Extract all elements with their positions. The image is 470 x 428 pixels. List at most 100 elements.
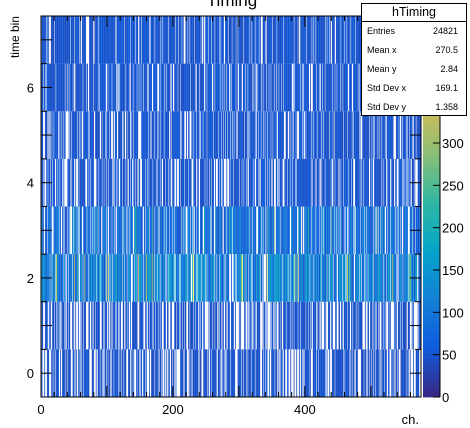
- heatmap-cell-run: [343, 254, 344, 302]
- heatmap-cell-run: [372, 111, 373, 159]
- heatmap-cell-run: [372, 254, 373, 302]
- heatmap-cell-run: [324, 16, 326, 64]
- heatmap-cell-run: [81, 63, 83, 112]
- heatmap-cell-run: [166, 111, 168, 159]
- heatmap-cell-run: [104, 111, 106, 159]
- heatmap-cell-run: [155, 63, 157, 112]
- heatmap-cell-run: [56, 16, 58, 64]
- heatmap-cell-run: [264, 349, 266, 398]
- heatmap-cell-run: [171, 254, 173, 302]
- heatmap-cell-run: [225, 349, 227, 398]
- heatmap-cell-run: [190, 158, 191, 207]
- heatmap-cell-run: [238, 111, 240, 159]
- heatmap-cell-run: [262, 301, 264, 350]
- heatmap-cell-run: [309, 158, 311, 207]
- heatmap-cell-run: [248, 16, 250, 64]
- heatmap-cell-run: [111, 254, 113, 302]
- heatmap-cell-run: [379, 206, 381, 255]
- heatmap-cell-run: [56, 206, 57, 255]
- heatmap-cell-run: [298, 301, 300, 350]
- heatmap-cell-run: [139, 158, 141, 207]
- heatmap-cell-run: [106, 254, 108, 302]
- heatmap-cell-run: [310, 63, 311, 112]
- heatmap-cell-run: [182, 206, 184, 255]
- heatmap-cell-run: [110, 16, 112, 64]
- heatmap-cell-run: [276, 63, 278, 112]
- heatmap-cell-run: [101, 349, 102, 398]
- heatmap-cell-run: [280, 63, 282, 112]
- heatmap-cell-run: [254, 254, 255, 302]
- heatmap-cell-run: [91, 254, 92, 302]
- heatmap-cell-run: [191, 206, 193, 255]
- heatmap-cell-run: [391, 254, 393, 302]
- heatmap-cell-run: [263, 206, 265, 255]
- heatmap-cell-run: [340, 254, 342, 302]
- heatmap-cell-run: [401, 254, 403, 302]
- heatmap-cell-run: [148, 63, 150, 112]
- heatmap-cell-run: [167, 206, 169, 255]
- heatmap-cell-run: [391, 349, 393, 398]
- heatmap-cell-run: [203, 349, 205, 398]
- heatmap-cell-run: [137, 254, 139, 302]
- heatmap-cell-run: [293, 349, 295, 398]
- heatmap-cell-run: [345, 111, 346, 159]
- heatmap-cell-run: [170, 301, 172, 350]
- heatmap-cell-run: [224, 111, 226, 159]
- color-scale-step: [423, 149, 440, 157]
- heatmap-cell-run: [394, 349, 396, 398]
- heatmap-cell-run: [256, 16, 258, 64]
- heatmap-cell-run: [97, 63, 98, 112]
- heatmap-cell-run: [370, 111, 372, 159]
- heatmap-cell-run: [275, 206, 277, 255]
- heatmap-cell-run: [140, 301, 142, 350]
- heatmap-cell-run: [59, 111, 61, 159]
- heatmap-cell-run: [350, 111, 352, 159]
- heatmap-cell-run: [62, 254, 64, 302]
- heatmap-cell-run: [378, 206, 380, 255]
- heatmap-cell-run: [111, 158, 113, 207]
- heatmap-cell-run: [312, 158, 314, 207]
- heatmap-cell-run: [116, 16, 118, 64]
- heatmap-cell-run: [293, 158, 294, 207]
- heatmap-cell-run: [213, 16, 214, 64]
- heatmap-cell-run: [152, 111, 154, 159]
- heatmap-cell-run: [294, 63, 296, 112]
- heatmap-cell-run: [165, 16, 166, 64]
- heatmap-cell-run: [384, 111, 385, 159]
- heatmap-cell-run: [174, 63, 176, 112]
- heatmap-cell-run: [301, 111, 303, 159]
- heatmap-cell-run: [250, 301, 251, 350]
- heatmap-cell-run: [308, 16, 309, 64]
- heatmap-cell-run: [227, 206, 229, 255]
- heatmap-cell-run: [165, 111, 167, 159]
- heatmap-cell-run: [357, 349, 358, 398]
- heatmap-cell-run: [346, 63, 348, 112]
- heatmap-cell-run: [388, 254, 389, 302]
- heatmap-cell-run: [220, 158, 222, 207]
- heatmap-cell-run: [54, 349, 55, 398]
- heatmap-cell-run: [316, 206, 317, 255]
- heatmap-cell-run: [136, 301, 138, 350]
- heatmap-cell-run: [141, 254, 143, 302]
- heatmap-cell-run: [176, 63, 178, 112]
- heatmap-cell-run: [338, 158, 340, 207]
- heatmap-cell-run: [299, 111, 301, 159]
- heatmap-cell-run: [273, 254, 275, 302]
- heatmap-cell-run: [304, 206, 306, 255]
- heatmap-cell-run: [257, 254, 259, 302]
- heatmap-cell-run: [302, 254, 304, 302]
- heatmap-cell-run: [68, 16, 70, 64]
- heatmap-cell-run: [144, 349, 146, 398]
- heatmap-cell-run: [360, 301, 362, 350]
- heatmap-cell-run: [342, 158, 344, 207]
- heatmap-cell-run: [324, 301, 325, 350]
- heatmap-cell-run: [88, 301, 90, 350]
- heatmap-cell-run: [347, 111, 349, 159]
- heatmap-cell-run: [150, 111, 152, 159]
- heatmap-cell-run: [155, 349, 157, 398]
- heatmap-cell-run: [258, 206, 260, 255]
- heatmap-cell-run: [147, 158, 149, 207]
- heatmap-cell-run: [393, 206, 395, 255]
- heatmap-cell-run: [271, 349, 273, 398]
- heatmap-cell-run: [347, 349, 348, 398]
